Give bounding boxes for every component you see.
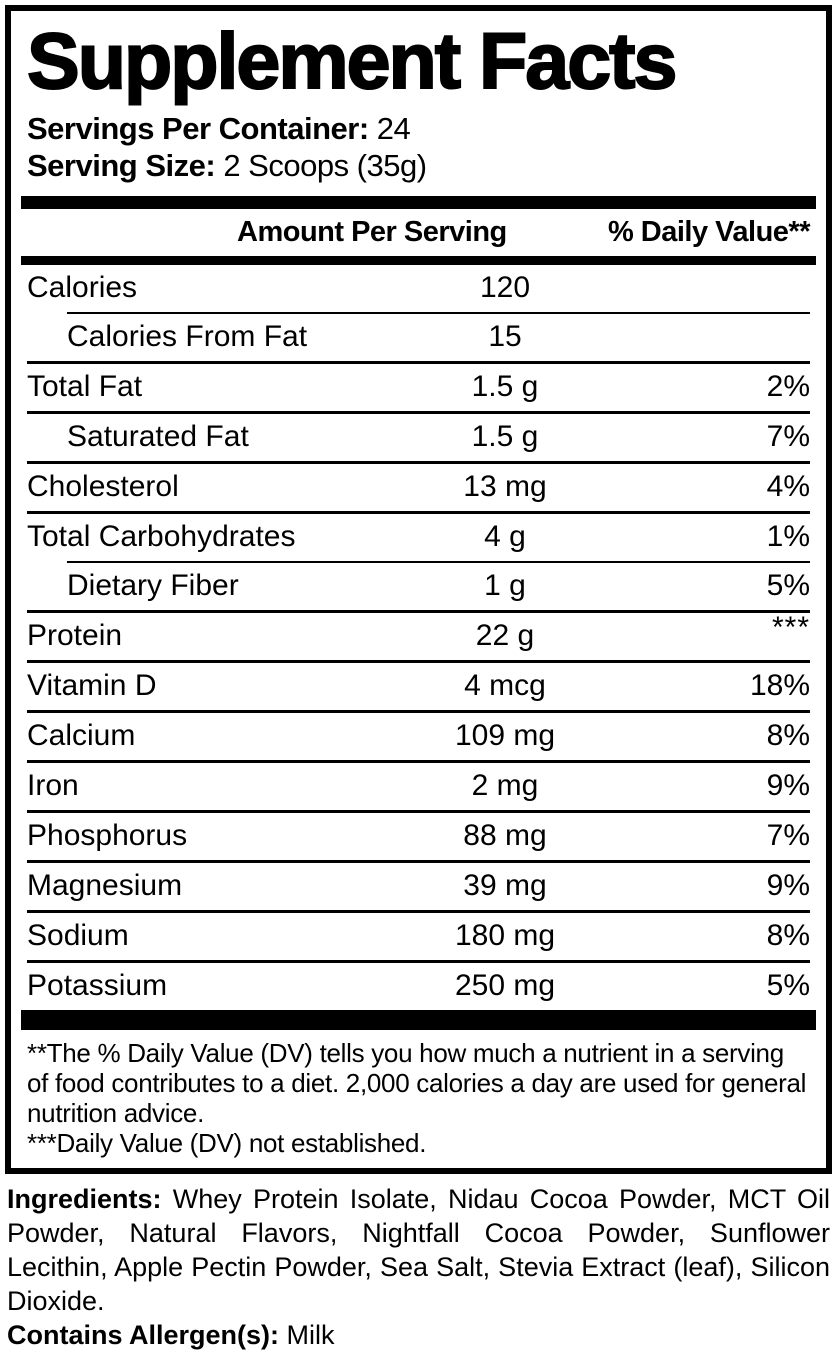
nutrient-amount: 109 mg: [454, 719, 556, 753]
nutrient-name: Protein: [27, 619, 123, 653]
nutrient-name: Magnesium: [27, 869, 183, 903]
nutrient-row: Calories From Fat 15: [27, 314, 810, 361]
serving-size-line: Serving Size: 2 Scoops (35g): [27, 147, 810, 184]
nutrient-row: Dietary Fiber 1 g 5%: [27, 563, 810, 610]
row-separator: [27, 809, 810, 813]
row-separator: [27, 609, 810, 613]
nutrient-row: Calcium 109 mg 8%: [27, 713, 810, 760]
nutrient-amount: 15: [488, 320, 522, 354]
nutrient-row: Iron 2 mg 9%: [27, 763, 810, 810]
nutrient-daily-value: 4%: [766, 470, 810, 504]
bottom-divider-bar: [21, 1009, 816, 1030]
nutrient-name: Saturated Fat: [67, 420, 249, 454]
nutrient-name: Calcium: [27, 719, 136, 753]
nutrient-table: Calories 120 Calories From Fat 15 Total Fat 1…: [27, 265, 810, 1010]
nutrient-amount: 4 mcg: [464, 669, 546, 703]
nutrient-amount: 1.5 g: [471, 370, 539, 404]
row-separator: [27, 959, 810, 963]
footnotes: **The % Daily Value (DV) tells you how m…: [27, 1030, 810, 1168]
nutrient-daily-value: 8%: [766, 719, 810, 753]
nutrient-amount: 2 mg: [471, 769, 539, 803]
nutrient-row: Cholesterol 13 mg 4%: [27, 464, 810, 511]
nutrient-row: Magnesium 39 mg 9%: [27, 863, 810, 910]
nutrient-row: Sodium 180 mg 8%: [27, 913, 810, 960]
row-separator: [27, 460, 810, 464]
table-header: Amount Per Serving % Daily Value**: [27, 209, 811, 256]
ingredients-section: Ingredients: Whey Protein Isolate, Nidau…: [7, 1182, 830, 1352]
allergen-line: Contains Allergen(s): Milk: [7, 1318, 830, 1352]
nutrient-amount: 1 g: [484, 569, 526, 603]
nutrient-name: Calories From Fat: [67, 320, 308, 354]
allergen-value: Milk: [286, 1319, 335, 1350]
nutrient-row: Protein 22 g ***: [27, 611, 810, 660]
nutrient-amount: 88 mg: [463, 819, 547, 853]
ingredients-line: Ingredients: Whey Protein Isolate, Nidau…: [7, 1182, 830, 1318]
row-separator: [27, 859, 810, 863]
nutrient-daily-value: 18%: [749, 669, 810, 703]
header-divider-bar: [21, 255, 816, 265]
allergen-label: Contains Allergen(s):: [7, 1319, 280, 1350]
nutrient-amount: 4 g: [484, 520, 526, 554]
row-separator: [67, 560, 810, 563]
nutrient-row: Saturated Fat 1.5 g 7%: [27, 414, 810, 461]
nutrient-daily-value: 5%: [766, 569, 810, 603]
nutrient-daily-value: 7%: [766, 819, 810, 853]
nutrient-name: Vitamin D: [27, 669, 157, 703]
nutrient-name: Iron: [27, 769, 79, 803]
servings-per-container-label: Servings Per Container:: [27, 110, 369, 146]
nutrient-amount: 180 mg: [454, 919, 556, 953]
servings-per-container-value: 24: [376, 110, 411, 146]
serving-size-value: 2 Scoops (35g): [223, 147, 427, 183]
nutrient-row: Potassium 250 mg 5%: [27, 963, 810, 1010]
ingredients-label: Ingredients:: [7, 1183, 162, 1214]
servings-per-container-line: Servings Per Container: 24: [27, 110, 810, 147]
nutrient-amount: 120: [479, 271, 531, 305]
nutrient-name: Potassium: [27, 969, 168, 1003]
nutrient-daily-value: 2%: [766, 370, 810, 404]
row-separator: [27, 510, 810, 514]
panel-title: Supplement Facts: [26, 16, 678, 105]
nutrient-row: Vitamin D 4 mcg 18%: [27, 663, 810, 710]
amount-per-serving-header: Amount Per Serving: [237, 215, 507, 248]
nutrient-daily-value: 5%: [766, 969, 810, 1003]
row-separator: [27, 659, 810, 663]
nutrient-amount: 22 g: [475, 619, 535, 653]
daily-value-footnote: **The % Daily Value (DV) tells you how m…: [27, 1037, 807, 1128]
nutrient-amount: 1.5 g: [471, 420, 539, 454]
nutrient-row: Total Fat 1.5 g 2%: [27, 364, 810, 411]
nutrient-name: Cholesterol: [27, 470, 179, 504]
row-separator: [27, 709, 810, 713]
nutrient-amount: 13 mg: [463, 470, 547, 504]
row-separator: [27, 360, 810, 364]
nutrient-daily-value: 8%: [766, 919, 810, 953]
nutrient-name: Sodium: [27, 919, 129, 953]
not-established-footnote: ***Daily Value (DV) not established.: [27, 1127, 427, 1158]
nutrient-name: Total Carbohydrates: [27, 520, 296, 554]
nutrient-row: Phosphorus 88 mg 7%: [27, 813, 810, 860]
nutrient-daily-value: 9%: [766, 769, 810, 803]
nutrient-daily-value: 1%: [766, 520, 810, 554]
row-separator: [27, 909, 810, 913]
nutrient-daily-value: 7%: [766, 420, 810, 454]
nutrient-amount: 250 mg: [454, 969, 556, 1003]
top-divider-bar: [21, 195, 816, 209]
nutrient-row: Total Carbohydrates 4 g 1%: [27, 514, 810, 561]
nutrient-name: Phosphorus: [27, 819, 188, 853]
supplement-facts-panel: Supplement Facts Servings Per Container:…: [5, 5, 832, 1174]
nutrient-name: Calories: [27, 271, 138, 305]
nutrient-row: Calories 120: [27, 265, 810, 312]
row-separator: [67, 311, 810, 314]
row-separator: [27, 410, 810, 414]
nutrient-name: Total Fat: [27, 370, 143, 404]
daily-value-header: % Daily Value**: [607, 215, 811, 248]
nutrient-daily-value: ***: [771, 611, 810, 645]
nutrient-name: Dietary Fiber: [67, 569, 239, 603]
serving-size-label: Serving Size:: [27, 147, 216, 183]
row-separator: [27, 759, 810, 763]
nutrient-amount: 39 mg: [463, 869, 547, 903]
nutrient-daily-value: 9%: [766, 869, 810, 903]
